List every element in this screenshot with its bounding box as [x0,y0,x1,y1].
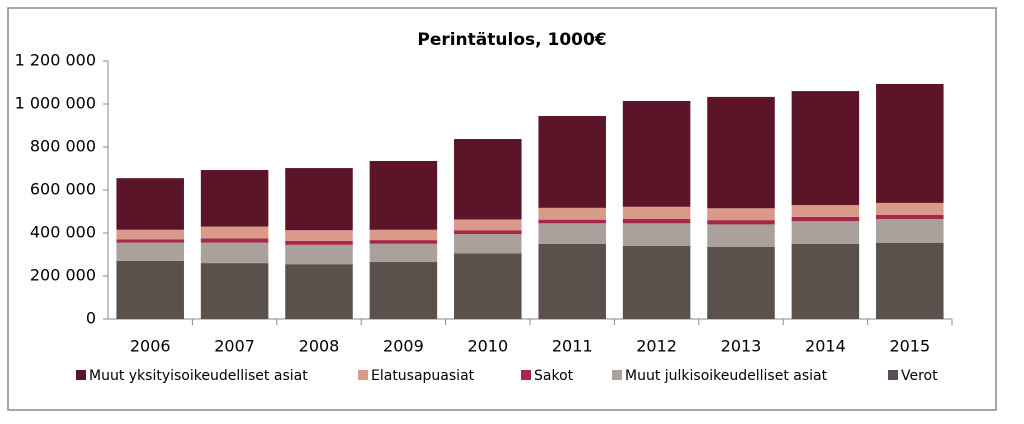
legend-swatch [612,370,622,380]
bar-segment [369,160,438,230]
bar-segment [538,243,606,319]
bar-segment [791,216,860,222]
bar-segment [116,178,184,230]
bar-segment [116,260,184,319]
y-tick-label: 400 000 [30,223,96,242]
bar-segment [707,220,775,225]
bar-segment [454,219,522,231]
bar-segment [876,202,944,215]
bar-segment [538,223,606,244]
bar-segment [707,96,775,209]
y-tick-label: 200 000 [30,266,96,285]
bar-segment [454,234,522,254]
y-tick-label: 800 000 [30,137,96,156]
bar-segment [876,242,944,319]
bar-segment [369,240,438,244]
bar-segment [538,207,606,220]
bar-segment [791,243,860,319]
bar-segment [200,238,269,243]
bar-segment [116,242,184,261]
legend-swatch [76,370,86,380]
bar-segment [622,206,691,220]
x-tick-label: 2006 [130,337,171,356]
bar-segment [791,91,860,206]
bar-segment [200,242,269,264]
bar-segment [369,229,438,241]
bar-segment [285,240,353,245]
legend-label: Verot [901,368,938,384]
x-tick-label: 2009 [383,337,424,356]
bar-segment [200,170,269,227]
bar-segment [285,230,353,241]
y-tick-label: 1 000 000 [15,94,96,113]
legend-label: Muut yksityisoikeudelliset asiat [89,368,308,384]
bar-segment [876,214,944,220]
x-tick-label: 2012 [636,337,677,356]
x-tick-label: 2015 [889,337,930,356]
bar-segment [285,264,353,319]
bar-segment [538,219,606,224]
bar-segment [200,263,269,319]
bar-segment [707,224,775,247]
bar-segment [622,100,691,207]
bar-segment [622,219,691,224]
bar-segment [876,219,944,243]
legend-label: Muut julkisoikeudelliset asiat [625,368,828,384]
bar-segment [791,221,860,244]
x-tick-label: 2013 [721,337,762,356]
bar-segment [285,168,353,231]
y-tick-label: 1 200 000 [15,51,96,70]
legend-label: Sakot [534,368,574,384]
bar-segment [200,226,269,239]
x-tick-label: 2011 [552,337,593,356]
x-tick-label: 2007 [214,337,255,356]
bar-segment [285,244,353,265]
bar-segment [538,116,606,208]
bar-segment [454,230,522,235]
x-tick-label: 2010 [467,337,508,356]
bar-segment [876,84,944,203]
x-tick-label: 2014 [805,337,846,356]
bar-segment [622,223,691,246]
bar-segment [454,139,522,220]
y-tick-label: 0 [86,309,96,328]
bar-segment [707,246,775,319]
x-tick-label: 2008 [299,337,340,356]
bar-segment [707,208,775,221]
legend-swatch [521,370,531,380]
legend-swatch [358,370,368,380]
bar-segment [369,262,438,319]
bar-segment [369,243,438,263]
bar-segment [791,205,860,217]
bar-segment [116,229,184,240]
legend-swatch [888,370,898,380]
bar-segment [454,253,522,319]
chart-title: Perintätulos, 1000€ [417,30,606,50]
legend-label: Elatusapuasiat [371,368,475,384]
bar-segment [116,239,184,243]
bar-segment [622,245,691,319]
y-tick-label: 600 000 [30,180,96,199]
